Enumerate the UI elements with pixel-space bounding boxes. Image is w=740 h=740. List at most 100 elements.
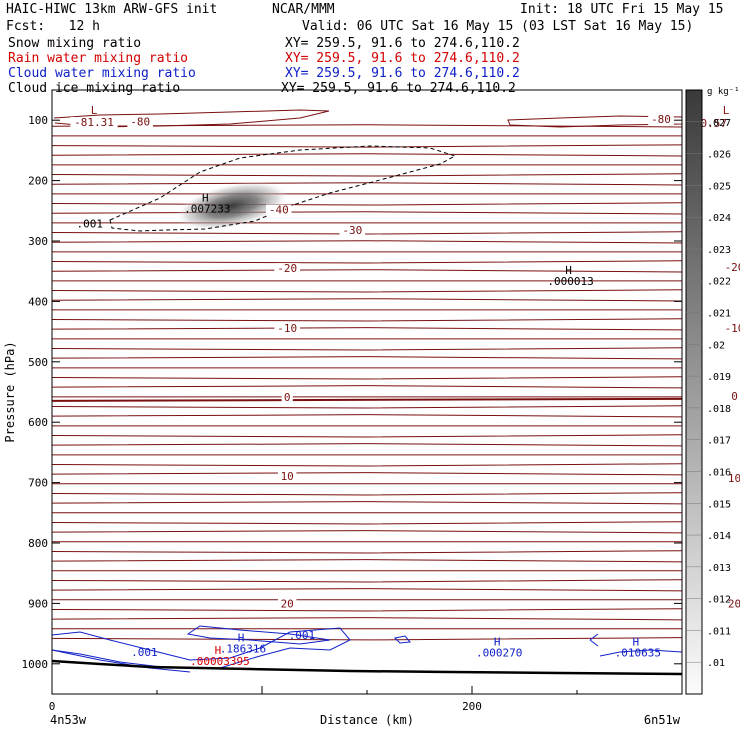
snow-mixing-ratio-maximum — [175, 181, 289, 231]
field-label-snow: Snow mixing ratio — [8, 36, 142, 51]
contour-value-label: .001 — [289, 629, 316, 642]
isotherm-label: -30 — [342, 224, 362, 237]
extremum-value: .000270 — [476, 647, 522, 660]
isotherm-line — [51, 617, 683, 621]
colorbar — [685, 89, 703, 695]
field-label-rain: Rain water mixing ratio — [8, 51, 189, 66]
isotherm-label-bg — [648, 114, 674, 126]
org-label: NCAR/MMM — [272, 2, 335, 17]
extremum-letter: L — [723, 104, 730, 117]
y-axis-label: Pressure (hPa) — [3, 341, 17, 442]
colorbar-tick-label: .019 — [707, 372, 731, 383]
colorbar-tick-label: .016 — [707, 467, 731, 478]
isotherm-line — [51, 434, 683, 438]
isotherm-label-bg — [281, 391, 293, 403]
colorbar-tick-label: .02 — [707, 340, 725, 351]
isotherm-line — [51, 608, 683, 612]
extremum-letter: H — [565, 264, 572, 277]
terrain-surface — [51, 659, 683, 676]
field-xy-cloud-water: XY= 259.5, 91.6 to 274.6,110.2 — [285, 66, 520, 81]
x-axis-label: Distance (km) — [320, 713, 414, 727]
isotherm-label-bg — [274, 263, 300, 275]
contour-value-label: .001 — [77, 218, 104, 231]
isotherm-contours — [51, 124, 683, 641]
init-time: Init: 18 UTC Fri 15 May 15 — [520, 2, 724, 17]
colorbar-tick-label: .021 — [707, 309, 731, 320]
extremum-letter: L — [91, 104, 98, 117]
field-xy-snow: XY= 259.5, 91.6 to 274.6,110.2 — [285, 36, 520, 51]
extremum-value: .007233 — [184, 203, 230, 216]
isotherm-label: -40 — [269, 204, 289, 217]
isotherm-line — [51, 153, 683, 157]
y-tick-label: 900 — [28, 597, 48, 610]
contour-value-label: .001 — [131, 646, 158, 659]
isotherm-label-bg — [683, 118, 731, 130]
isotherm-label-bg — [274, 322, 300, 334]
extremum-letter: H — [632, 636, 639, 649]
isotherm-label: -80 — [651, 113, 671, 126]
colorbar-tick-label: .022 — [707, 277, 731, 288]
colorbar-tick-label: .013 — [707, 563, 731, 574]
cloud-water-contour — [51, 649, 191, 673]
isotherm-label: -10 — [277, 322, 297, 335]
extremum-value: .00003395 — [190, 655, 250, 668]
isotherm-line — [51, 240, 683, 244]
isotherm-line — [51, 260, 683, 264]
x-tick-label: 200 — [462, 700, 482, 713]
isotherm-label-bg — [721, 261, 740, 273]
extremum-letter: H — [215, 644, 222, 657]
y-tick-label: 800 — [28, 537, 48, 550]
isotherm-line — [51, 579, 683, 583]
isotherm-label-bg — [339, 225, 366, 237]
isotherm-label: -10 — [725, 322, 740, 335]
extremum-value: .010635 — [615, 647, 661, 660]
cloud-water-contour — [393, 635, 411, 644]
isotherm-label: -81.31 — [74, 116, 114, 129]
model-title: HAIC-HIWC 13km ARW-GFS init — [6, 2, 218, 17]
isotherm-line — [51, 202, 683, 206]
isotherm-line — [51, 472, 683, 476]
extremum-value: .186316 — [220, 642, 266, 655]
colorbar-tick-label: .012 — [707, 595, 731, 606]
colorbar-tick-label: .018 — [707, 404, 731, 415]
extremum-letter: H — [494, 636, 501, 649]
isotherm-label-bg — [725, 598, 740, 610]
extremum-letter: H — [202, 192, 209, 205]
right-endpoint: 6n51w — [644, 713, 681, 727]
isotherm-label-bg — [278, 470, 297, 482]
isotherm-label: 10 — [728, 472, 740, 485]
forecast-hour: Fcst: 12 h — [6, 19, 100, 34]
isotherm-line — [51, 501, 683, 505]
isotherm-line — [51, 492, 683, 496]
isotherm-label: -20 — [725, 261, 740, 274]
cloud-water-contour — [589, 633, 599, 647]
isotherm-label-bg — [721, 322, 740, 334]
colorbar-ticks: .01 .011 .012 .013 .014 .015 .016 .017 .018 .019.… — [686, 118, 731, 669]
extremum-letter: H — [238, 631, 245, 644]
isotherm-label: 10 — [281, 470, 294, 483]
isotherm-line — [51, 559, 683, 563]
x-tick-label: 0 — [49, 700, 56, 713]
isotherm-line — [51, 356, 683, 360]
isotherm-label-bg — [127, 116, 153, 128]
isotherm-line — [51, 550, 683, 554]
cloud-water-contour — [186, 625, 331, 645]
contour-labels: -81.31-80-80-80.57-40-30-20-20-10-100010… — [70, 104, 740, 668]
cloud-ice-contour — [109, 145, 457, 232]
isotherm-line — [51, 405, 683, 409]
isotherm-label-bg — [725, 472, 740, 484]
isotherm-line — [51, 318, 683, 322]
isotherm-label: 20 — [728, 597, 740, 610]
isotherm-line — [51, 443, 683, 447]
isotherm-line — [51, 463, 683, 467]
extremum-value: .000013 — [547, 275, 593, 288]
field-xy-rain: XY= 259.5, 91.6 to 274.6,110.2 — [285, 51, 520, 66]
y-tick-label: 1000 — [22, 658, 49, 671]
isotherm-line — [51, 637, 683, 641]
isotherm-label-bg — [266, 204, 292, 216]
colorbar-tick-label: .01 — [707, 658, 725, 669]
isotherm-label-bg — [728, 391, 740, 403]
isotherm-line — [51, 385, 683, 389]
